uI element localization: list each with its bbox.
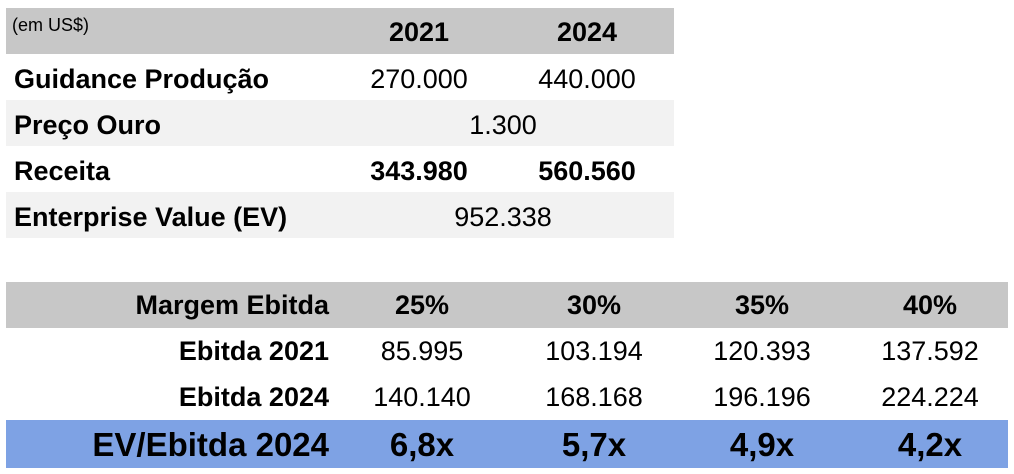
ebitda-2024-label: Ebitda 2024 — [178, 382, 329, 412]
ev-row: Enterprise Value (EV) 952.338 — [6, 192, 674, 238]
year-2021-header: 2021 — [388, 17, 450, 47]
margin-35: 35% — [734, 290, 790, 320]
ev-ebitda-value: 4,2x — [897, 426, 963, 463]
year-2024-header: 2024 — [556, 17, 618, 47]
ebitda-2021-value: 85.995 — [380, 336, 464, 366]
ev-label: Enterprise Value (EV) — [14, 202, 288, 232]
ebitda-2021-value: 137.592 — [881, 336, 979, 366]
ev-ebitda-row: EV/Ebitda 2024 6,8x 5,7x 4,9x 4,2x — [6, 420, 1008, 468]
margin-label: Margem Ebitda — [135, 290, 329, 320]
preco-row: Preço Ouro 1.300 — [6, 100, 674, 146]
guidance-2024: 440.000 — [538, 64, 636, 94]
margin-25: 25% — [394, 290, 450, 320]
margin-header-row: Margem Ebitda 25% 30% 35% 40% — [6, 282, 1008, 328]
ebitda-2021-value: 103.194 — [545, 336, 643, 366]
ebitda-2021-row: Ebitda 2021 85.995 103.194 120.393 137.5… — [6, 328, 1008, 374]
receita-label: Receita — [14, 156, 111, 186]
guidance-2021: 270.000 — [370, 64, 468, 94]
margin-30: 30% — [566, 290, 622, 320]
margin-40: 40% — [902, 290, 958, 320]
guidance-label: Guidance Produção — [14, 64, 270, 94]
ebitda-2024-value: 224.224 — [881, 382, 979, 412]
receita-2024: 560.560 — [538, 156, 636, 186]
ebitda-table: Margem Ebitda 25% 30% 35% 40% Ebitda 202… — [6, 282, 1008, 468]
ev-ebitda-value: 6,8x — [389, 426, 455, 463]
guidance-row: Guidance Produção 270.000 440.000 — [6, 54, 674, 100]
ebitda-2021-label: Ebitda 2021 — [178, 336, 329, 366]
ev-ebitda-value: 5,7x — [561, 426, 627, 463]
ev-ebitda-label: EV/Ebitda 2024 — [92, 426, 329, 463]
header-row: (em US$) 2021 2024 — [6, 8, 674, 54]
ebitda-2021-value: 120.393 — [713, 336, 811, 366]
preco-value: 1.300 — [469, 110, 537, 140]
ebitda-2024-row: Ebitda 2024 140.140 168.168 196.196 224.… — [6, 374, 1008, 420]
unit-label: (em US$) — [12, 15, 90, 35]
receita-row: Receita 343.980 560.560 — [6, 146, 674, 192]
ebitda-2024-value: 196.196 — [713, 382, 811, 412]
receita-2021: 343.980 — [370, 156, 468, 186]
preco-label: Preço Ouro — [14, 110, 162, 140]
ebitda-2024-value: 140.140 — [373, 382, 471, 412]
ev-ebitda-value: 4,9x — [729, 426, 795, 463]
production-table: (em US$) 2021 2024 Guidance Produção 270… — [6, 8, 674, 238]
ebitda-2024-value: 168.168 — [545, 382, 643, 412]
ev-value: 952.338 — [454, 202, 552, 232]
